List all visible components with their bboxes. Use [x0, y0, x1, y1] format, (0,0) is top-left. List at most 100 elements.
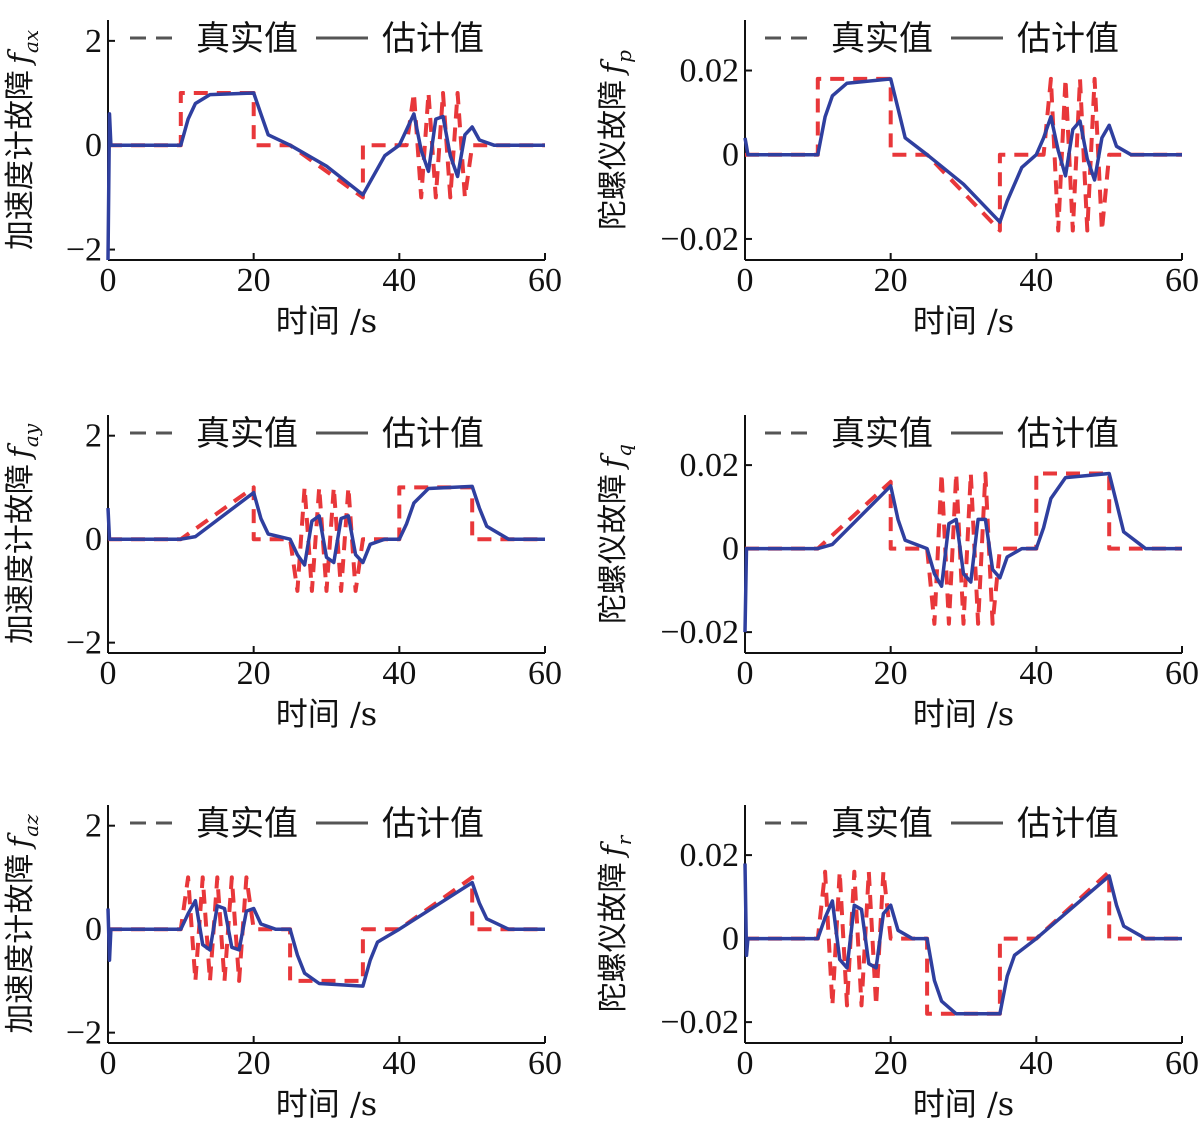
legend-label-true-value: 真实值 [196, 414, 298, 454]
series-line-estimate [106, 484, 545, 567]
x-axis-label: 时间 /s [913, 302, 1014, 340]
x-tick-label: 0 [737, 262, 754, 299]
y-axis-label-text: 陀螺仪故障 [596, 862, 631, 1012]
y-axis-label: 加速度计故障faz [3, 814, 43, 1034]
y-axis-label: 加速度计故障fax [3, 30, 43, 250]
legend: 真实值 估计值 [765, 19, 1119, 59]
y-axis-label: 加速度计故障fay [3, 423, 43, 644]
chart-panel-6: 0 20 40 60 0.02 0 −0.02 时间 /s 陀螺仪故障fr 真实值 估计值 [596, 804, 1199, 1123]
y-axis-label: 陀螺仪故障fp [596, 50, 636, 230]
x-axis-label: 时间 /s [276, 302, 377, 340]
y-axis-label-subscript: p [612, 50, 636, 63]
series-line-true-value [745, 76, 1182, 233]
x-tick-label: 40 [1019, 1045, 1053, 1082]
legend-label-estimate: 估计值 [382, 804, 484, 844]
legend-label-estimate: 估计值 [1017, 804, 1119, 844]
x-tick-label: 40 [382, 655, 416, 692]
legend-label-estimate: 估计值 [1017, 414, 1119, 454]
y-tick-label: 2 [85, 808, 102, 845]
y-tick-label: 2 [85, 418, 102, 455]
x-tick-label: 20 [874, 1045, 908, 1082]
legend-label-true-value: 真实值 [831, 19, 933, 59]
chart-panel-4: 0 20 40 60 0.02 0 −0.02 时间 /s 陀螺仪故障fq 真实值 估计值 [596, 414, 1199, 733]
y-axis-label-text: 加速度计故障 [3, 854, 38, 1034]
y-tick-label: 0 [85, 911, 102, 948]
y-tick-label: −2 [66, 232, 102, 269]
y-tick-label: 0.02 [680, 837, 740, 874]
x-tick-label: 0 [100, 262, 117, 299]
series-line-true-value [745, 471, 1182, 626]
series-line-true-value [745, 869, 1182, 1016]
y-tick-label: −2 [66, 625, 102, 662]
legend-label-true-value: 真实值 [831, 414, 933, 454]
legend: 真实值 估计值 [130, 804, 484, 844]
legend-label-true-value: 真实值 [831, 804, 933, 844]
chart-panel-2: 0 20 40 60 0.02 0 −0.02 时间 /s 陀螺仪故障fp 真实值 估计值 [596, 19, 1199, 340]
x-tick-label: 40 [1019, 262, 1053, 299]
y-tick-label: −0.02 [660, 614, 739, 651]
legend-label-true-value: 真实值 [196, 804, 298, 844]
legend-label-true-value: 真实值 [196, 19, 298, 59]
x-tick-label: 20 [237, 1045, 271, 1082]
y-axis-label-subscript: r [612, 834, 636, 845]
legend-label-estimate: 估计值 [382, 19, 484, 59]
x-tick-label: 0 [100, 655, 117, 692]
y-tick-label: 2 [85, 23, 102, 60]
series-line-estimate [743, 471, 1182, 633]
x-tick-label: 20 [874, 262, 908, 299]
legend: 真实值 估计值 [765, 804, 1119, 844]
x-axis-label: 时间 /s [913, 1085, 1014, 1123]
x-tick-label: 60 [1165, 1045, 1199, 1082]
y-axis-label-subscript: az [19, 814, 43, 837]
y-axis-label-text: 陀螺仪故障 [596, 80, 631, 230]
x-tick-label: 0 [100, 1045, 117, 1082]
y-tick-label: 0.02 [680, 447, 740, 484]
legend-label-estimate: 估计值 [1017, 19, 1119, 59]
x-tick-label: 60 [528, 262, 562, 299]
series-line-true-value [108, 91, 545, 200]
x-tick-label: 60 [528, 1045, 562, 1082]
y-tick-label: 0 [85, 521, 102, 558]
legend: 真实值 估计值 [765, 414, 1119, 454]
series-line-estimate [106, 91, 545, 261]
x-tick-label: 40 [382, 262, 416, 299]
x-tick-label: 60 [1165, 655, 1199, 692]
x-axis-label: 时间 /s [276, 695, 377, 733]
y-tick-label: 0 [722, 531, 739, 568]
x-tick-label: 20 [237, 262, 271, 299]
y-axis-label-text: 陀螺仪故障 [596, 474, 631, 624]
x-tick-label: 40 [382, 1045, 416, 1082]
y-axis-label-text: 加速度计故障 [3, 70, 38, 250]
y-axis-label-subscript: ax [19, 30, 43, 53]
series-line-estimate [743, 77, 1182, 224]
legend-label-estimate: 估计值 [382, 414, 484, 454]
x-tick-label: 0 [737, 1045, 754, 1082]
y-tick-label: −2 [66, 1015, 102, 1052]
x-tick-label: 60 [1165, 262, 1199, 299]
y-tick-label: −0.02 [660, 1004, 739, 1041]
legend: 真实值 估计值 [130, 19, 484, 59]
y-axis-label-subscript: ay [19, 423, 43, 447]
x-tick-label: 40 [1019, 655, 1053, 692]
y-tick-label: 0 [722, 137, 739, 174]
series-line-true-value [108, 485, 545, 593]
y-tick-label: −0.02 [660, 221, 739, 258]
series-line-estimate [743, 863, 1182, 1016]
x-tick-label: 0 [737, 655, 754, 692]
y-axis-label-subscript: q [612, 444, 636, 457]
y-axis-label: 陀螺仪故障fr [596, 834, 636, 1012]
x-tick-label: 20 [874, 655, 908, 692]
x-axis-label: 时间 /s [913, 695, 1014, 733]
x-tick-label: 60 [528, 655, 562, 692]
series-line-estimate [106, 880, 545, 988]
y-axis-label-text: 加速度计故障 [3, 464, 38, 644]
legend: 真实值 估计值 [130, 414, 484, 454]
y-axis-label: 陀螺仪故障fq [596, 444, 636, 624]
x-axis-label: 时间 /s [276, 1085, 377, 1123]
y-tick-label: 0 [722, 921, 739, 958]
x-tick-label: 20 [237, 655, 271, 692]
